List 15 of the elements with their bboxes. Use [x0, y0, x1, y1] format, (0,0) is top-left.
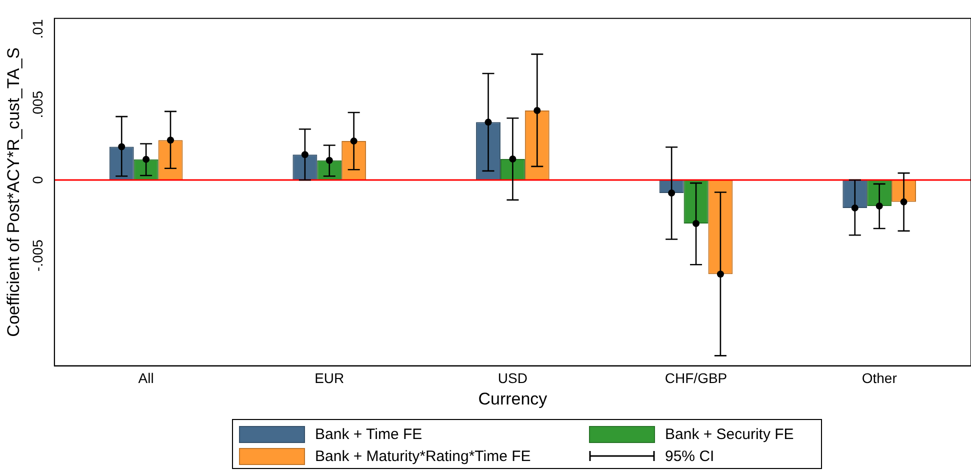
- y-tick-label: .01: [29, 19, 46, 39]
- y-tick-label: -.005: [29, 239, 46, 272]
- legend-label: Bank + Security FE: [665, 426, 794, 442]
- legend-label: Bank + Time FE: [315, 426, 422, 442]
- y-axis-title: Coefficient of Post*ACY*R_cust_TA_S: [4, 47, 23, 337]
- x-tick-label: EUR: [314, 370, 344, 386]
- x-tick-label: CHF/GBP: [664, 370, 728, 386]
- x-tick-label: USD: [498, 370, 528, 386]
- legend-label: Bank + Maturity*Rating*Time FE: [315, 448, 531, 464]
- x-tick-label: Other: [862, 370, 898, 386]
- y-tick-label: .005: [29, 90, 46, 118]
- text: 95% CI: [665, 448, 714, 464]
- y-tick-label: 0: [29, 176, 46, 184]
- x-tick-label: All: [138, 370, 154, 386]
- x-axis-title: Currency: [478, 389, 548, 408]
